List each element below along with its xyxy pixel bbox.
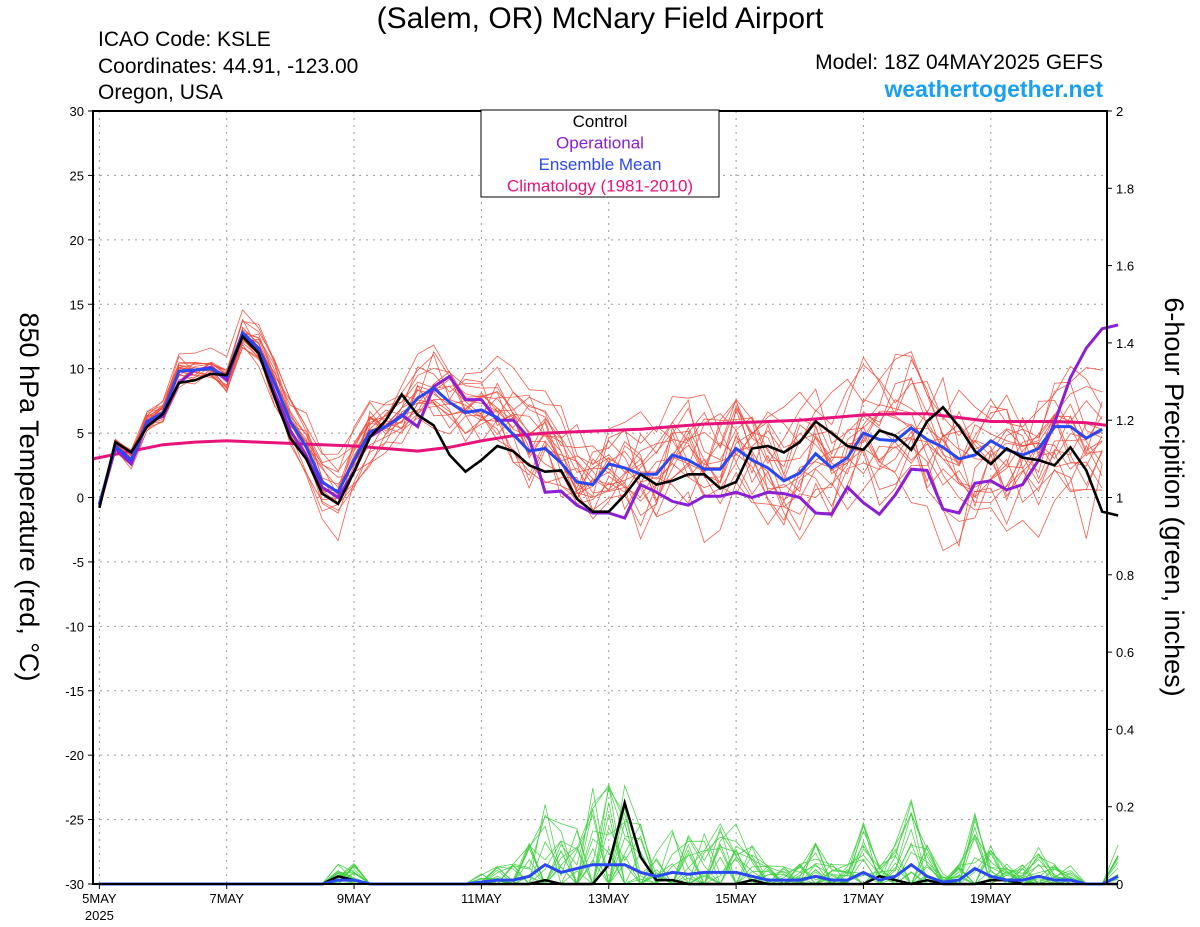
left-tick-label: 10: [70, 362, 84, 377]
left-tick-label: -10: [65, 619, 84, 634]
left-tick-label: 25: [70, 168, 84, 183]
icao-code: ICAO Code: KSLE: [98, 28, 271, 51]
legend-entry: Ensemble Mean: [539, 155, 662, 174]
temperature-member-line: [99, 331, 1103, 522]
climatology-line: [92, 412, 1108, 461]
right-tick-label: 0.2: [1116, 800, 1134, 815]
temperature-member-line: [99, 338, 1103, 541]
x-tick-label: 17MAY: [843, 891, 885, 906]
right-tick-label: 0.8: [1116, 568, 1134, 583]
legend-entry: Climatology (1981-2010): [507, 177, 693, 196]
x-tick-label: 9MAY: [337, 891, 372, 906]
x-tick-label: 7MAY: [209, 891, 244, 906]
temperature-member-line: [99, 320, 1103, 552]
x-tick-year-label: 2025: [85, 908, 114, 923]
right-tick-label: 1.2: [1116, 413, 1134, 428]
temperature-member-line: [99, 343, 1103, 527]
precip-member-line: [99, 783, 1119, 885]
right-tick-label: 1.4: [1116, 336, 1134, 351]
right-tick-label: 1.8: [1116, 181, 1134, 196]
left-tick-label: -15: [65, 684, 84, 699]
legend: Control Operational Ensemble Mean Climatolo…: [480, 109, 720, 198]
model-run: Model: 18Z 04MAY2025 GEFS: [815, 51, 1103, 74]
x-tick-label: 19MAY: [970, 891, 1012, 906]
left-tick-label: 20: [70, 233, 84, 248]
temperature-member-line: [99, 337, 1103, 508]
precip-member-line: [99, 783, 1119, 885]
left-tick-label: -5: [72, 555, 84, 570]
right-tick-label: 0: [1116, 877, 1123, 892]
grid: [93, 111, 1107, 884]
temperature-member-line: [99, 341, 1103, 504]
coordinates: Coordinates: 44.91, -123.00: [98, 55, 359, 78]
left-tick-label: -25: [65, 813, 84, 828]
legend-box: [480, 109, 720, 198]
x-tick-label: 5MAY: [82, 891, 117, 906]
right-tick-label: 1: [1116, 491, 1123, 506]
left-tick-label: 0: [77, 491, 84, 506]
page-title: (Salem, OR) McNary Field Airport: [376, 2, 824, 35]
temperature-member-line: [99, 326, 1103, 531]
main-series: [92, 323, 1119, 886]
x-tick-label: 15MAY: [715, 891, 757, 906]
right-tick-label: 2: [1116, 104, 1123, 119]
temperature-member-line: [99, 338, 1103, 539]
x-tick-label: 13MAY: [588, 891, 630, 906]
legend-entry: Control: [573, 112, 628, 131]
temperature-member-line: [99, 339, 1103, 526]
region: Oregon, USA: [98, 81, 223, 104]
right-tick-label: 0.6: [1116, 645, 1134, 660]
ensemble-mean-line: [97, 329, 1103, 505]
left-tick-label: 30: [70, 104, 84, 119]
left-axis-title: 850 hPa Temperature (red, °C): [14, 313, 44, 682]
left-tick-label: 5: [77, 426, 84, 441]
left-tick-label: 15: [70, 297, 84, 312]
right-tick-label: 0.4: [1116, 722, 1134, 737]
site-link[interactable]: weathertogether.net: [884, 76, 1103, 102]
axes: 302520151050-5-10-15-20-25-3021.81.61.41…: [65, 104, 1134, 923]
left-tick-label: -30: [65, 877, 84, 892]
temperature-member-line: [99, 333, 1103, 511]
left-tick-label: -20: [65, 748, 84, 763]
precip-ensemble-members: [99, 783, 1119, 886]
x-tick-label: 11MAY: [461, 891, 502, 906]
legend-entry: Operational: [556, 134, 644, 153]
precip-member-line: [99, 804, 1119, 886]
right-tick-label: 1.6: [1116, 259, 1134, 274]
right-axis-title: 6-hour Precipition (green, inches): [1159, 297, 1189, 696]
control-line: [98, 334, 1119, 517]
